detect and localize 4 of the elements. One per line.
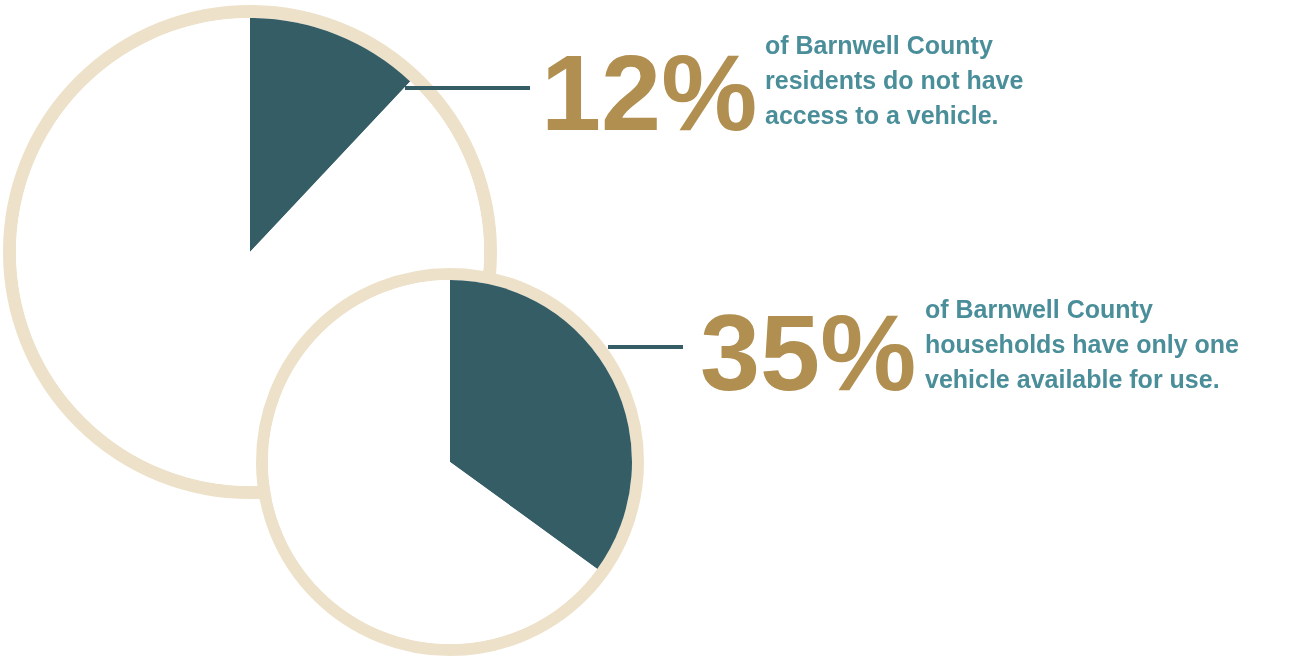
text: of Barnwell County residents do not have access to a vehicle. <box>765 30 1024 131</box>
text: of Barnwell County households have only one vehicle available for use. <box>925 294 1239 395</box>
data-label: 35% <box>700 292 917 413</box>
data-label: 12% <box>541 32 758 153</box>
